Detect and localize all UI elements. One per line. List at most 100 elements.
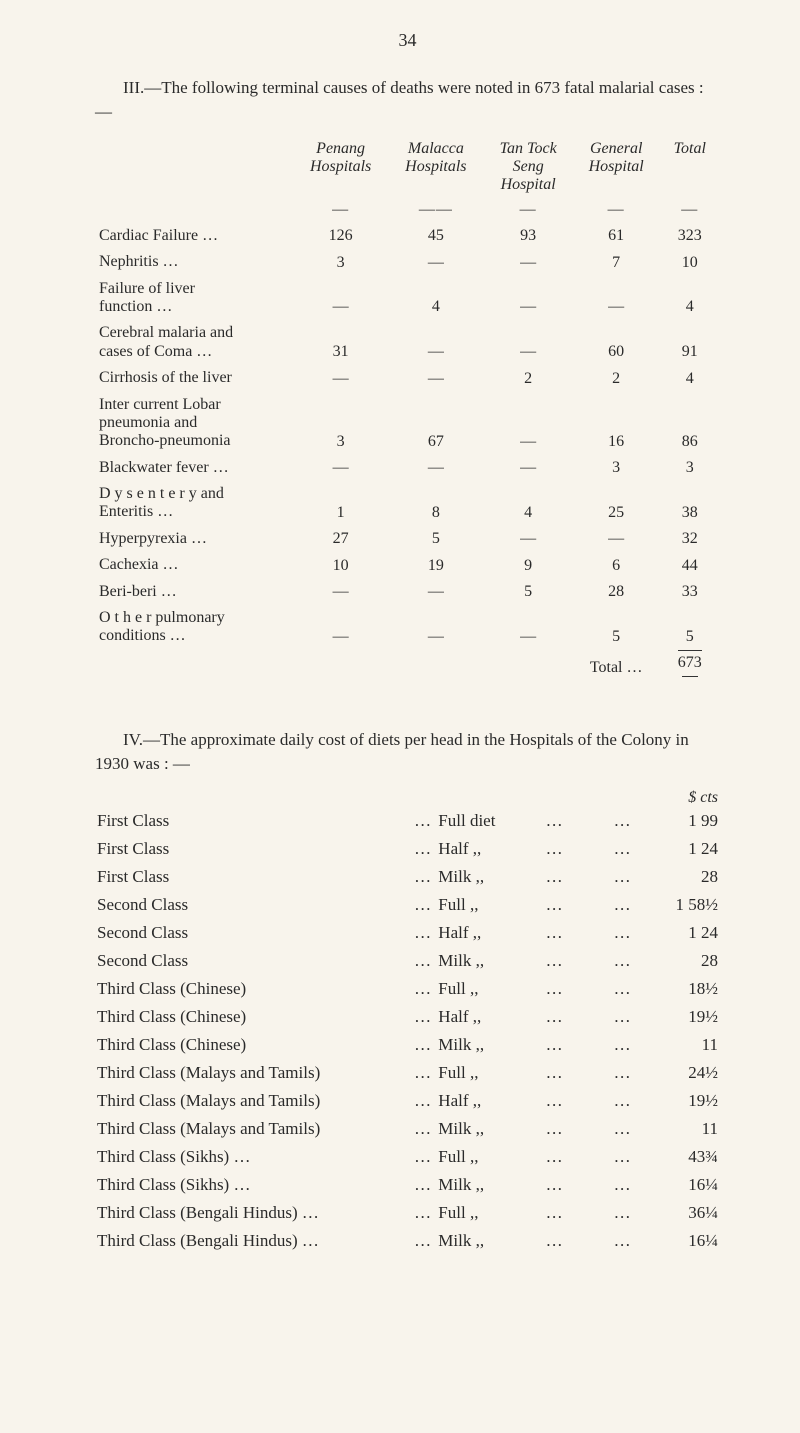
ellipsis: … …	[530, 975, 646, 1003]
ellipsis: … …	[530, 947, 646, 975]
ellipsis: …	[409, 863, 436, 891]
col-header-general: General Hospital	[573, 138, 660, 197]
cell: —	[388, 365, 483, 391]
class-name: Third Class (Malays and Tamils)	[95, 1115, 409, 1143]
table-row: Second Class…Half ,,… …1 24	[95, 919, 720, 947]
ellipsis: …	[409, 1059, 436, 1087]
row-label: Cerebral malaria and cases of Coma …	[95, 320, 293, 365]
ellipsis: …	[409, 807, 436, 835]
cell: —	[483, 320, 572, 365]
total-label: Total …	[573, 650, 660, 681]
col-header-malacca: Malacca Hospitals	[388, 138, 483, 197]
cell: 5	[573, 605, 660, 650]
cell: —	[573, 526, 660, 552]
section-iv-intro: IV.—The approximate daily cost of diets …	[95, 728, 720, 776]
ellipsis: …	[409, 1087, 436, 1115]
diet-type: Full ,,	[436, 1143, 530, 1171]
diet-type: Milk ,,	[436, 863, 530, 891]
cell: 126	[293, 223, 388, 249]
table-row: First Class…Full diet… …1 99	[95, 807, 720, 835]
row-label: O t h e r pulmonary conditions …	[95, 605, 293, 650]
section-iii-intro: III.—The following terminal causes of de…	[95, 76, 720, 124]
class-name: First Class	[95, 807, 409, 835]
total-value: 673	[660, 650, 720, 681]
amount: 11	[646, 1031, 720, 1059]
cell: 33	[660, 579, 720, 605]
amount: 1 24	[646, 919, 720, 947]
row-label: Hyperpyrexia …	[95, 526, 293, 552]
ellipsis: … …	[530, 863, 646, 891]
cell: 10	[660, 249, 720, 275]
cell: —	[388, 455, 483, 481]
cell: 5	[388, 526, 483, 552]
table-row: Third Class (Sikhs) ……Milk ,,… …16¼	[95, 1171, 720, 1199]
table-row: Third Class (Malays and Tamils)…Milk ,,……	[95, 1115, 720, 1143]
ellipsis: … …	[530, 807, 646, 835]
amount: 19½	[646, 1003, 720, 1031]
row-label: Cardiac Failure …	[95, 223, 293, 249]
ellipsis: …	[409, 1227, 436, 1255]
row-label: Failure of liver function …	[95, 276, 293, 321]
table-row: Nephritis …3——710	[95, 249, 720, 275]
cell: 6	[573, 552, 660, 578]
cell: —	[388, 605, 483, 650]
diet-type: Milk ,,	[436, 1227, 530, 1255]
cell: 32	[660, 526, 720, 552]
ellipsis: … …	[530, 1143, 646, 1171]
ellipsis: …	[409, 947, 436, 975]
cell: 31	[293, 320, 388, 365]
diet-type: Full ,,	[436, 891, 530, 919]
table-row: Third Class (Malays and Tamils)…Full ,,……	[95, 1059, 720, 1087]
terminal-causes-table: Penang Hospitals Malacca Hospitals Tan T…	[95, 138, 720, 681]
table-row: Cardiac Failure …126459361323	[95, 223, 720, 249]
class-name: Third Class (Malays and Tamils)	[95, 1059, 409, 1087]
cell: 9	[483, 552, 572, 578]
ellipsis: …	[409, 891, 436, 919]
table-row: Blackwater fever …———33	[95, 455, 720, 481]
cell: —	[388, 579, 483, 605]
table-row: Inter current Lobar pneumonia and Bronch…	[95, 392, 720, 455]
table-row: Third Class (Chinese)…Half ,,… …19½	[95, 1003, 720, 1031]
amount: 28	[646, 947, 720, 975]
class-name: First Class	[95, 863, 409, 891]
table-row: Hyperpyrexia …275——32	[95, 526, 720, 552]
col-header-penang: Penang Hospitals	[293, 138, 388, 197]
table-row: Beri-beri …——52833	[95, 579, 720, 605]
ellipsis: …	[409, 1031, 436, 1059]
page-number: 34	[95, 30, 720, 51]
cost-header: $ cts	[95, 789, 720, 807]
amount: 36¼	[646, 1199, 720, 1227]
amount: 19½	[646, 1087, 720, 1115]
cell: 28	[573, 579, 660, 605]
cell: 25	[573, 481, 660, 526]
col-header-total: Total	[660, 138, 720, 197]
amount: 1 58½	[646, 891, 720, 919]
ellipsis: …	[409, 1199, 436, 1227]
ellipsis: … …	[530, 891, 646, 919]
cell: 19	[388, 552, 483, 578]
table-row: Cerebral malaria and cases of Coma …31——…	[95, 320, 720, 365]
diet-type: Half ,,	[436, 1003, 530, 1031]
table-row: Third Class (Bengali Hindus) ……Milk ,,… …	[95, 1227, 720, 1255]
diet-type: Full ,,	[436, 1059, 530, 1087]
amount: 18½	[646, 975, 720, 1003]
ellipsis: … …	[530, 1087, 646, 1115]
cell: —	[483, 526, 572, 552]
cell: 38	[660, 481, 720, 526]
ellipsis: …	[409, 975, 436, 1003]
cell: —	[388, 249, 483, 275]
table-row: Cirrhosis of the liver——224	[95, 365, 720, 391]
class-name: Third Class (Chinese)	[95, 1031, 409, 1059]
table-row: Third Class (Sikhs) ……Full ,,… …43¾	[95, 1143, 720, 1171]
row-label: Nephritis …	[95, 249, 293, 275]
row-label: D y s e n t e r y and Enteritis …	[95, 481, 293, 526]
table-row: O t h e r pulmonary conditions …———55	[95, 605, 720, 650]
table-row: D y s e n t e r y and Enteritis …1842538	[95, 481, 720, 526]
ellipsis: …	[409, 919, 436, 947]
table-row: Third Class (Chinese)…Full ,,… …18½	[95, 975, 720, 1003]
diet-type: Full ,,	[436, 975, 530, 1003]
cell: 1	[293, 481, 388, 526]
diet-cost-table: First Class…Full diet… …1 99First Class……	[95, 807, 720, 1255]
cell: 45	[388, 223, 483, 249]
table-row: Third Class (Chinese)…Milk ,,… …11	[95, 1031, 720, 1059]
